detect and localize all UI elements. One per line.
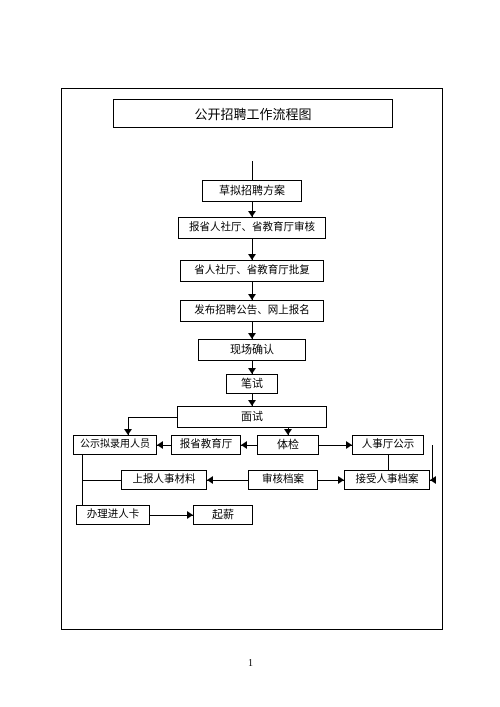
arrowhead-down [248,368,256,374]
arrowhead-left [157,441,163,449]
edge-segment [207,480,248,481]
flow-node-n13: 审核档案 [248,470,318,490]
node-label: 报省教育厅 [180,439,233,451]
node-label: 省人社厅、省教育厅批复 [194,265,310,277]
node-label: 笔试 [241,378,263,391]
flow-node-n15: 办理进人卡 [76,505,150,525]
flow-node-n10: 体检 [257,435,319,455]
arrowhead-down [248,211,256,217]
arrowhead-left [207,476,213,484]
diagram-title: 公开招聘工作流程图 [113,99,393,128]
flow-node-n14: 接受人事档案 [344,470,430,490]
edge-segment [252,161,253,180]
arrowhead-right [338,476,344,484]
flow-node-n12: 上报人事材料 [121,470,207,490]
node-label: 发布招聘公告、网上报名 [194,305,310,317]
edge-segment [388,455,389,470]
node-label: 人事厅公示 [362,439,415,451]
arrowhead-down [248,294,256,300]
arrowhead-right [346,441,352,449]
node-label: 上报人事材料 [133,474,196,486]
flow-node-n5: 现场确认 [198,339,306,361]
node-label: 报省人社厅、省教育厅审核 [189,222,315,234]
edge-segment [432,445,433,480]
flow-node-n8: 公示拟录用人员 [73,435,157,455]
node-label: 草拟招聘方案 [219,185,285,198]
node-label: 起薪 [212,509,234,522]
flow-node-n3: 省人社厅、省教育厅批复 [180,260,324,282]
flow-node-n9: 报省教育厅 [171,435,241,455]
flow-node-n2: 报省人社厅、省教育厅审核 [178,217,326,239]
node-label: 体检 [277,439,299,452]
arrowhead-down [248,400,256,406]
arrowhead-left [430,476,436,484]
node-label: 面试 [241,411,263,424]
edge-segment [128,417,177,418]
flow-node-n4: 发布招聘公告、网上报名 [180,300,324,322]
node-label: 接受人事档案 [356,474,419,486]
node-label: 审核档案 [262,474,304,486]
page-number: 1 [248,658,253,669]
flow-node-n6: 笔试 [226,374,278,394]
node-label: 公示拟录用人员 [80,439,150,451]
flow-node-n11: 人事厅公示 [352,435,424,455]
arrowhead-down [284,429,292,435]
arrowhead-left [241,441,247,449]
edge-segment [82,480,121,481]
arrowhead-down [124,429,132,435]
edge-segment [82,480,83,505]
node-label: 办理进人卡 [87,509,140,521]
arrowhead-down [248,333,256,339]
arrowhead-down [248,254,256,260]
arrowhead-right [187,511,193,519]
edge-segment [82,455,83,480]
node-label: 现场确认 [230,344,274,357]
flow-node-n7: 面试 [177,406,327,428]
flow-node-n1: 草拟招聘方案 [202,180,302,202]
flow-node-n16: 起薪 [193,505,253,525]
